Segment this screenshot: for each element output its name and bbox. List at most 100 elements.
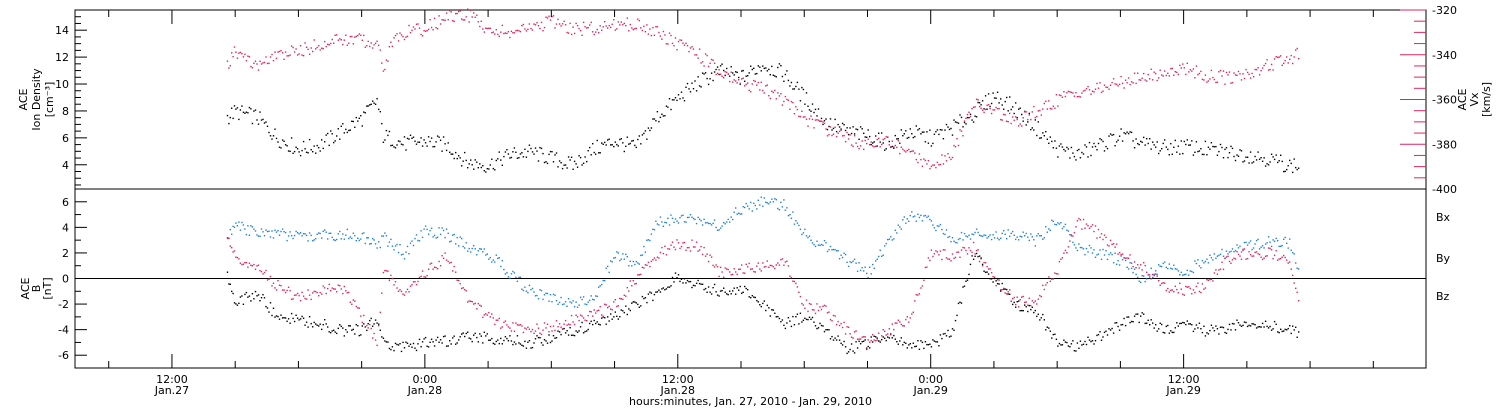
series-bz-point <box>623 294 625 296</box>
series-bx-point <box>1102 336 1104 338</box>
series-bz-point <box>790 276 793 279</box>
top-series-right-point <box>736 82 738 84</box>
top-series-left-point <box>1076 149 1079 152</box>
series-bx-point <box>471 340 473 343</box>
series-by-point <box>1153 273 1155 275</box>
series-by-point <box>262 231 264 233</box>
top-series-right-point <box>301 54 303 56</box>
top-series-right-point <box>947 153 949 155</box>
series-bz-point <box>1269 247 1271 250</box>
top-series-left-point <box>558 160 561 162</box>
series-by-point <box>1236 244 1238 246</box>
top-series-left-point <box>1033 129 1035 131</box>
series-by-point <box>1189 270 1191 272</box>
top-series-left-point <box>820 117 823 120</box>
series-bz-point <box>655 259 657 261</box>
series-bz-point <box>406 288 409 291</box>
series-bz-point <box>617 305 619 307</box>
series-bx-point <box>735 293 737 295</box>
series-bx-point <box>768 307 770 309</box>
series-bz-point <box>882 329 884 331</box>
top-series-right-point <box>586 27 588 29</box>
series-by-point <box>1130 267 1133 270</box>
series-bz-point <box>698 249 701 251</box>
series-bz-point <box>1082 218 1085 221</box>
series-bz-point <box>715 264 717 266</box>
top-series-right-point <box>671 42 674 45</box>
series-by-point <box>820 243 823 246</box>
series-bz-point <box>1197 282 1199 284</box>
top-series-right-point <box>894 144 896 147</box>
top-series-left-point <box>325 134 327 136</box>
top-series-right-point <box>616 28 618 30</box>
top-series-right-point <box>486 27 488 30</box>
top-series-left-point <box>423 139 425 141</box>
top-series-left-point <box>343 132 345 134</box>
top-series-left-point <box>1266 163 1268 165</box>
top-series-left-point <box>1115 141 1118 143</box>
top-series-left-point <box>909 128 911 130</box>
series-bz-point <box>292 298 294 300</box>
series-by-point <box>674 218 677 220</box>
series-by-point <box>415 234 418 236</box>
top-series-left-point <box>560 162 562 164</box>
top-series-left-point <box>524 148 526 150</box>
top-series-right-point <box>652 26 654 29</box>
top-series-left-point <box>351 120 353 122</box>
series-bx-point <box>560 333 562 336</box>
series-bz-point <box>506 324 508 326</box>
series-bz-point <box>471 301 473 303</box>
top-series-left-point <box>829 118 832 120</box>
top-series-left-point <box>1213 146 1216 148</box>
top-series-left-point <box>557 166 559 168</box>
series-bz-point <box>572 321 574 323</box>
top-series-right-point <box>524 28 526 30</box>
series-bz-point <box>1283 254 1285 257</box>
series-by-point <box>655 220 657 222</box>
top-series-right-point <box>1221 75 1223 77</box>
series-by-point <box>950 240 952 243</box>
series-bz-point <box>378 325 380 327</box>
series-bx-point <box>713 283 716 286</box>
series-bz-point <box>228 237 230 239</box>
top-series-right-point <box>844 141 847 143</box>
series-by-point <box>260 228 263 230</box>
series-by-point <box>1219 253 1222 255</box>
series-bz-point <box>1124 257 1127 259</box>
series-by-point <box>485 254 487 256</box>
top-series-left-point <box>1255 159 1258 161</box>
series-bx-point <box>780 321 782 323</box>
series-by-point <box>956 242 958 244</box>
top-series-right-point <box>1200 70 1202 73</box>
series-bx-point <box>741 292 743 294</box>
top-series-right-point <box>682 42 684 44</box>
series-by-point <box>807 236 809 239</box>
series-bz-point <box>593 309 595 311</box>
series-bz-point <box>631 285 633 287</box>
top-series-right-point <box>250 65 252 68</box>
top-series-right-point <box>468 21 470 23</box>
top-series-left-point <box>817 108 820 110</box>
top-series-right-point <box>260 63 263 65</box>
series-bx-point <box>710 293 713 295</box>
series-by-point <box>1141 275 1143 277</box>
series-by-point <box>692 217 695 220</box>
series-bz-point <box>829 318 832 321</box>
series-by-point <box>470 251 472 253</box>
series-bx-point <box>763 300 765 302</box>
series-bx-point <box>241 295 243 297</box>
top-series-left-point <box>387 134 389 137</box>
series-by-point <box>665 222 668 224</box>
series-by-point <box>975 228 978 230</box>
series-by-point <box>1216 255 1219 257</box>
series-by-point <box>417 239 419 242</box>
top-series-left-point <box>792 88 794 90</box>
series-bz-point <box>730 274 732 276</box>
top-series-right-point <box>1245 68 1247 71</box>
series-by-point <box>283 230 285 233</box>
top-series-right-point <box>783 100 785 103</box>
top-series-left-point <box>1237 155 1240 157</box>
series-bz-point <box>989 268 991 270</box>
series-by-point <box>307 240 309 242</box>
